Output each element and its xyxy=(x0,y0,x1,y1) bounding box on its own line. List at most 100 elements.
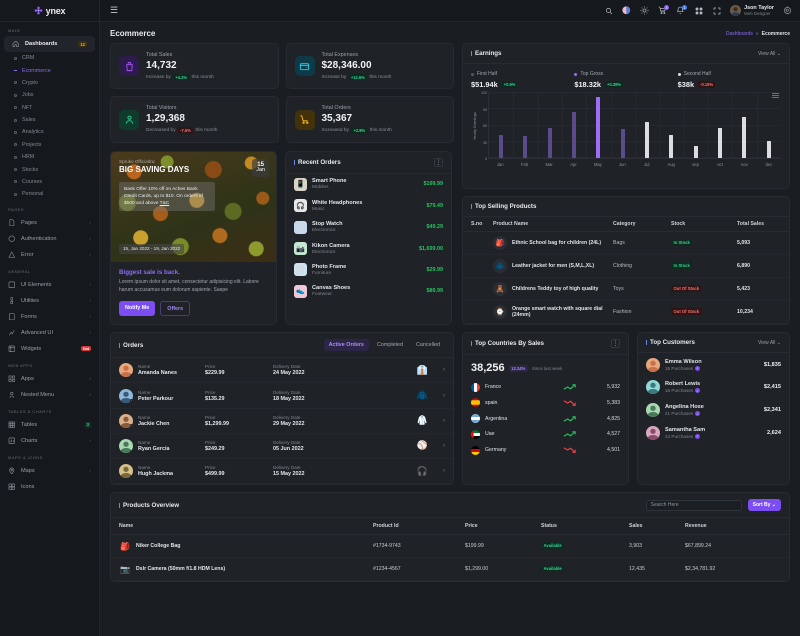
table-row[interactable]: 🎒 Niker College Bag #1734-9743 $199.99 Avail… xyxy=(111,535,789,559)
table-row[interactable]: ⌚ Orange smart watch with square dial (24… xyxy=(463,301,789,325)
table-row[interactable]: 🎒 Ethnic School bag for children (24L) Bag… xyxy=(463,232,789,256)
chart-bar[interactable] xyxy=(766,140,771,158)
chart-bar[interactable] xyxy=(718,128,723,158)
list-item[interactable]: spain 5,383 xyxy=(463,395,628,411)
table-row[interactable]: 🧥 Leather jacket for men (S,M,L,XL) Clothi… xyxy=(463,255,789,279)
table-row[interactable]: 📷 Dslr Camera (50mm f/1.8 HDM Lens) #1234-… xyxy=(111,558,789,582)
list-item[interactable]: Germany 4,501 xyxy=(463,442,628,458)
tab-completed[interactable]: Completed xyxy=(376,342,404,349)
tab-active-orders[interactable]: Active Orders xyxy=(323,339,369,352)
hamburger-icon[interactable]: ☰ xyxy=(109,5,119,15)
sidebar-item-dashboards[interactable]: Dashboards 12 xyxy=(4,36,95,52)
chart-bar[interactable] xyxy=(693,146,698,158)
sidebar-item-forms[interactable]: Forms › xyxy=(0,309,99,325)
sidebar-item-advanced-ui[interactable]: Advanced UI › xyxy=(0,325,99,341)
list-item[interactable]: Emma Wilson 15 Purchases ✓ $1,835 xyxy=(638,353,789,376)
dots-vertical-icon[interactable]: ⋮ xyxy=(611,339,620,349)
sidebar-item-utilities[interactable]: Utilities › xyxy=(0,293,99,309)
table-row[interactable]: Name Peter Parkour Price $135.29 Delivery Da… xyxy=(111,383,453,409)
table-row[interactable]: Name Hugh Jackma Price $499.99 Delivery Date… xyxy=(111,459,453,485)
table-row[interactable]: Name Ryan Gercia Price $249.29 Delivery Date… xyxy=(111,434,453,459)
sidebar-item-nested-menu[interactable]: Nested Menu › xyxy=(0,387,99,403)
sidebar-item-crm[interactable]: CRM xyxy=(0,52,99,64)
sidebar-item-maps[interactable]: Maps › xyxy=(0,463,99,479)
list-item[interactable]: Argentina 4,825 xyxy=(463,411,628,427)
sidebar-item-error[interactable]: Error › xyxy=(0,247,99,263)
chart-bar[interactable] xyxy=(499,135,504,158)
fullscreen-icon[interactable] xyxy=(712,6,721,15)
list-item[interactable]: Angelina Hose 21 Purchases ✓ $2,341 xyxy=(638,399,789,422)
chevron-right-icon[interactable]: › xyxy=(443,417,445,424)
cart-icon[interactable]: 5 xyxy=(658,5,670,15)
list-item[interactable]: Samantha Sam 24 Purchases ✓ 2,624 xyxy=(638,422,789,445)
breadcrumb-parent[interactable]: Dashboards xyxy=(725,30,753,37)
search-icon[interactable] xyxy=(604,6,613,15)
brightness-icon[interactable] xyxy=(640,6,649,15)
chart-bar[interactable] xyxy=(645,121,650,158)
chart-bar[interactable] xyxy=(523,136,528,158)
sidebar-item-ui-elements[interactable]: UI Elements › xyxy=(0,277,99,293)
sidebar-item-widgets[interactable]: Widgets Hot xyxy=(0,341,99,357)
list-item[interactable]: 📱 Smart Phone Mobiles $199.99 xyxy=(286,174,451,195)
list-item[interactable]: 📷 Kikon Camera Electronics $1,699.00 xyxy=(286,238,451,259)
search-input[interactable]: Search Here xyxy=(645,499,742,511)
chevron-right-icon[interactable]: › xyxy=(443,392,445,399)
list-item[interactable]: 🎧 White Headphones Music $79.49 xyxy=(286,195,451,216)
table-row[interactable]: 🧸 Childrens Teddy toy of high quality Toys… xyxy=(463,278,789,302)
sidebar-item-authentication[interactable]: Authentication › xyxy=(0,231,99,247)
chevron-right-icon[interactable]: › xyxy=(443,367,445,374)
country-name: spain xyxy=(485,399,498,406)
table-row[interactable]: Name Amanda Nanes Price $229.99 Delivery Dat… xyxy=(111,358,453,384)
customer-name: Angelina Hose xyxy=(665,404,704,411)
language-icon[interactable] xyxy=(622,6,631,15)
countries-total: 38,256 12.24% Since last week xyxy=(463,355,628,379)
banner-offer-link[interactable]: T&C xyxy=(159,201,170,207)
chevron-right-icon[interactable]: › xyxy=(443,442,445,449)
sidebar-item-jobs[interactable]: Jobs xyxy=(0,89,99,101)
list-item[interactable]: Robert Lewis 18 Purchases ✓ $2,415 xyxy=(638,376,789,399)
sidebar-item-tables[interactable]: Tables 3 xyxy=(0,417,99,433)
list-item[interactable]: 🖼 Photo Frame Furniture $29.99 xyxy=(286,259,451,280)
chevron-right-icon[interactable]: › xyxy=(443,468,445,475)
sidebar-item-sales[interactable]: Sales xyxy=(0,114,99,126)
sidebar-item-analytics[interactable]: Analytics xyxy=(0,126,99,138)
menu-bars-icon[interactable] xyxy=(772,93,779,98)
gear-icon[interactable] xyxy=(783,6,792,15)
chart-bar[interactable] xyxy=(620,128,625,158)
sidebar-item-apps[interactable]: Apps › xyxy=(0,371,99,387)
list-item[interactable]: ⏱ Stop Watch Electronics $49.29 xyxy=(286,217,451,238)
offers-button[interactable]: Offers xyxy=(160,301,191,317)
user-menu[interactable]: Json Taylor Web Designer xyxy=(730,5,774,17)
sidebar-item-personal[interactable]: Personal xyxy=(0,188,99,200)
chart-bar[interactable] xyxy=(596,97,601,158)
chart-bar[interactable] xyxy=(572,111,577,158)
chart-bar[interactable] xyxy=(547,127,552,158)
list-item[interactable]: France 5,932 xyxy=(463,379,628,395)
list-item[interactable]: 👟 Canvas Shoes Footwear $89.99 xyxy=(286,281,451,302)
dots-vertical-icon[interactable]: ⋮ xyxy=(434,157,443,167)
brand[interactable]: ynex xyxy=(0,0,99,22)
sidebar-item-pages[interactable]: Pages › xyxy=(0,215,99,231)
table-row[interactable]: Name Jackie Chen Price $1,299.99 Delivery Da… xyxy=(111,409,453,434)
chart-bar[interactable] xyxy=(742,117,747,158)
sidebar-item-charts[interactable]: Charts › xyxy=(0,433,99,449)
sidebar-item-hrm[interactable]: HRM xyxy=(0,151,99,163)
list-item-text: Photo Frame Furniture xyxy=(312,264,346,276)
sidebar-item-crypto[interactable]: Crypto xyxy=(0,77,99,89)
sidebar-item-courses[interactable]: Courses xyxy=(0,176,99,188)
earnings-view-all[interactable]: View All ⌄ xyxy=(758,51,781,57)
cell-stock: Out Of Stock xyxy=(671,308,737,316)
sort-by-button[interactable]: Sort By ⌄ xyxy=(747,499,781,512)
sidebar-item-projects[interactable]: Projects xyxy=(0,139,99,151)
sidebar-item-nft[interactable]: NFT xyxy=(0,102,99,114)
tab-cancelled[interactable]: Cancelled xyxy=(416,342,440,349)
customers-view-all[interactable]: View All ⌄ xyxy=(758,340,781,346)
list-item[interactable]: Uae 4,527 xyxy=(463,427,628,443)
chart-bar[interactable] xyxy=(669,135,674,158)
sidebar-item-ecommerce[interactable]: Ecommerce xyxy=(0,64,99,76)
notify-me-button[interactable]: Notify Me xyxy=(119,301,156,317)
bell-icon[interactable]: 1 xyxy=(676,5,688,15)
sidebar-item-stocks[interactable]: Stocks xyxy=(0,163,99,175)
sidebar-item-icons[interactable]: Icons xyxy=(0,479,99,495)
grid-icon[interactable] xyxy=(694,6,703,15)
